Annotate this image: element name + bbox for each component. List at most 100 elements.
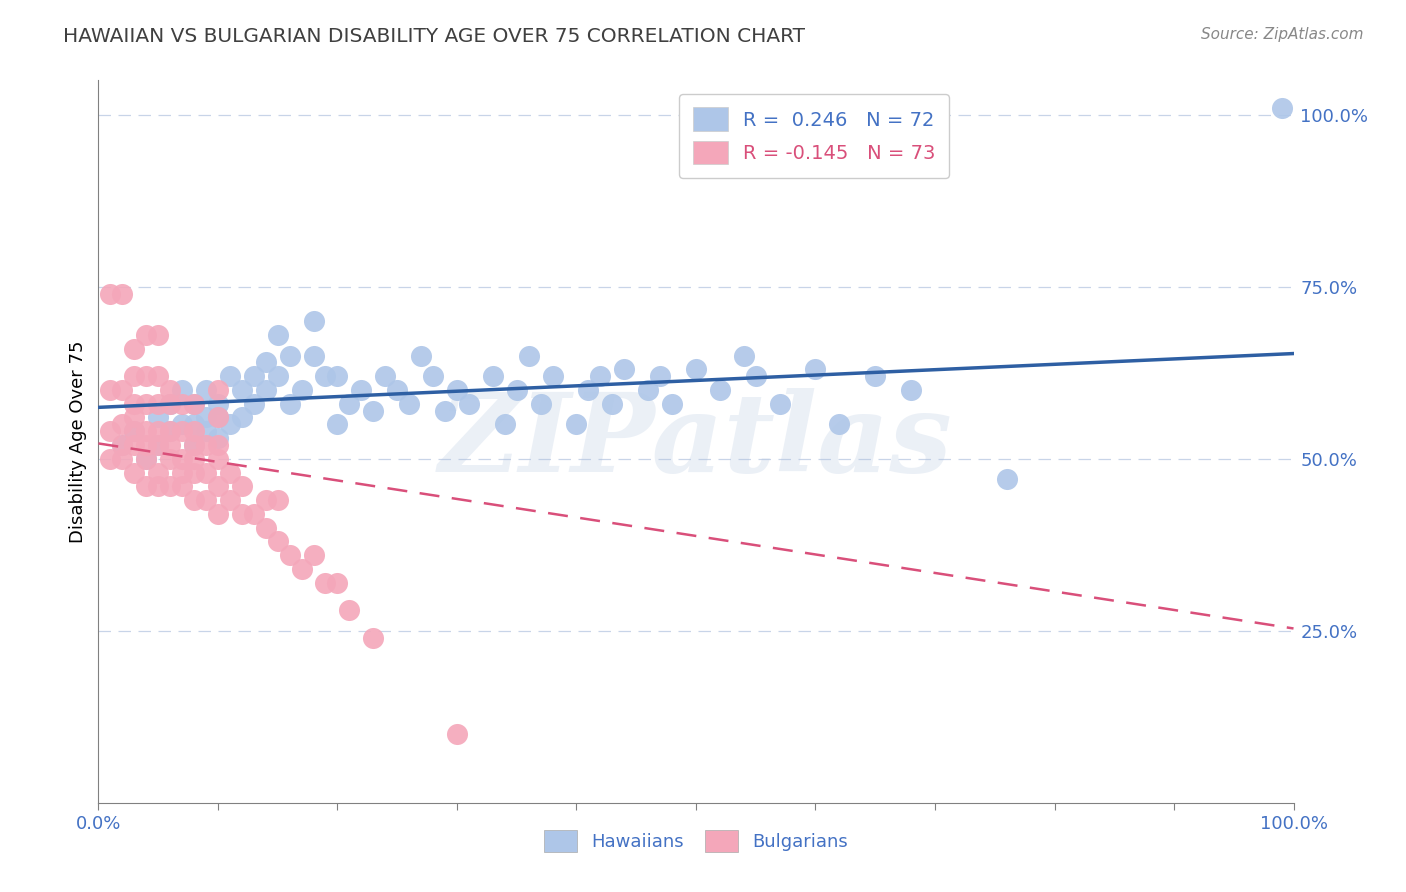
Text: HAWAIIAN VS BULGARIAN DISABILITY AGE OVER 75 CORRELATION CHART: HAWAIIAN VS BULGARIAN DISABILITY AGE OVE…	[63, 27, 806, 45]
Point	[98, 424, 122, 438]
Point	[183, 493, 205, 508]
Point	[207, 383, 229, 397]
Point	[111, 286, 134, 301]
Point	[267, 493, 290, 508]
Text: Source: ZipAtlas.com: Source: ZipAtlas.com	[1201, 27, 1364, 42]
Point	[326, 575, 349, 590]
Point	[637, 383, 659, 397]
Point	[195, 493, 218, 508]
Point	[602, 397, 624, 411]
Point	[159, 424, 181, 438]
Point	[339, 397, 361, 411]
Point	[124, 410, 146, 425]
Point	[207, 410, 229, 425]
Point	[111, 438, 134, 452]
Point	[183, 397, 205, 411]
Point	[900, 383, 922, 397]
Point	[195, 438, 218, 452]
Point	[828, 417, 851, 432]
Point	[148, 479, 170, 493]
Point	[768, 397, 790, 411]
Point	[398, 397, 420, 411]
Point	[148, 466, 170, 480]
Point	[159, 479, 181, 493]
Point	[207, 451, 229, 466]
Point	[326, 417, 349, 432]
Point	[350, 383, 373, 397]
Point	[446, 383, 468, 397]
Point	[195, 410, 218, 425]
Point	[195, 424, 218, 438]
Point	[411, 349, 433, 363]
Point	[172, 417, 194, 432]
Point	[267, 534, 290, 549]
Point	[111, 451, 134, 466]
Point	[219, 369, 242, 384]
Point	[135, 479, 157, 493]
Point	[613, 362, 636, 376]
Point	[326, 369, 349, 384]
Point	[111, 417, 134, 432]
Point	[278, 349, 301, 363]
Point	[804, 362, 827, 376]
Point	[159, 383, 181, 397]
Point	[278, 548, 301, 562]
Point	[172, 466, 194, 480]
Point	[207, 479, 229, 493]
Point	[231, 507, 253, 521]
Point	[517, 349, 540, 363]
Point	[231, 479, 253, 493]
Point	[865, 369, 887, 384]
Point	[291, 562, 314, 576]
Point	[207, 438, 229, 452]
Point	[302, 349, 325, 363]
Point	[111, 383, 134, 397]
Point	[124, 424, 146, 438]
Point	[709, 383, 731, 397]
Point	[124, 424, 146, 438]
Point	[172, 397, 194, 411]
Point	[148, 438, 170, 452]
Point	[530, 397, 553, 411]
Point	[207, 397, 229, 411]
Point	[207, 410, 229, 425]
Point	[98, 286, 122, 301]
Point	[589, 369, 612, 384]
Point	[458, 397, 481, 411]
Point	[243, 369, 266, 384]
Point	[291, 383, 314, 397]
Point	[422, 369, 444, 384]
Point	[648, 369, 672, 384]
Point	[135, 451, 157, 466]
Point	[363, 403, 385, 417]
Point	[541, 369, 564, 384]
Point	[148, 410, 170, 425]
Point	[254, 355, 277, 369]
Point	[183, 424, 205, 438]
Point	[243, 507, 266, 521]
Point	[219, 493, 242, 508]
Point	[434, 403, 457, 417]
Point	[363, 631, 385, 645]
Point	[207, 507, 229, 521]
Point	[98, 383, 122, 397]
Point	[481, 369, 505, 384]
Point	[98, 451, 122, 466]
Point	[159, 397, 181, 411]
Point	[685, 362, 707, 376]
Point	[135, 451, 157, 466]
Point	[124, 466, 146, 480]
Point	[124, 397, 146, 411]
Point	[159, 451, 181, 466]
Point	[195, 466, 218, 480]
Point	[172, 383, 194, 397]
Point	[148, 397, 170, 411]
Y-axis label: Disability Age Over 75: Disability Age Over 75	[69, 340, 87, 543]
Point	[172, 424, 194, 438]
Point	[159, 438, 181, 452]
Point	[124, 438, 146, 452]
Point	[254, 383, 277, 397]
Point	[135, 424, 157, 438]
Point	[278, 397, 301, 411]
Point	[207, 431, 229, 445]
